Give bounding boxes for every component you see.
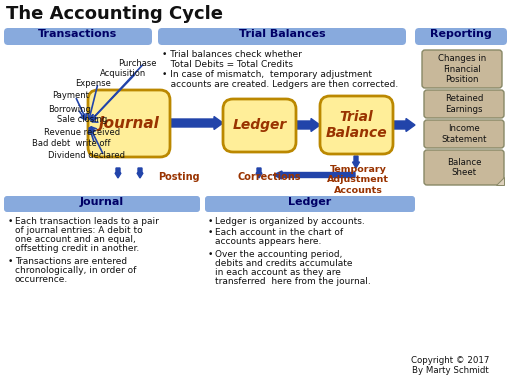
Text: Borrowing: Borrowing: [48, 105, 91, 113]
Text: Journal: Journal: [80, 197, 124, 207]
Text: debits and credits accumulate: debits and credits accumulate: [215, 259, 352, 268]
FancyBboxPatch shape: [4, 196, 200, 212]
Text: Purchase: Purchase: [118, 59, 156, 68]
Text: •: •: [8, 257, 13, 266]
Text: •: •: [208, 217, 213, 226]
Text: •: •: [208, 250, 213, 259]
Text: •: •: [8, 217, 13, 226]
Text: Temporary
Adjustment
Accounts: Temporary Adjustment Accounts: [326, 165, 388, 195]
FancyBboxPatch shape: [421, 50, 501, 88]
FancyArrow shape: [352, 156, 359, 168]
FancyArrow shape: [169, 117, 222, 129]
FancyBboxPatch shape: [88, 90, 169, 157]
Text: Balance
Sheet: Balance Sheet: [446, 158, 480, 177]
Text: Reporting: Reporting: [429, 29, 491, 39]
Text: Sale closing: Sale closing: [57, 115, 107, 125]
Text: Over the accounting period,: Over the accounting period,: [215, 250, 342, 259]
Text: Trial
Balance: Trial Balance: [325, 110, 386, 140]
Text: chronologically, in order of: chronologically, in order of: [15, 266, 136, 275]
Text: Each transaction leads to a pair: Each transaction leads to a pair: [15, 217, 159, 226]
Text: Bad debt  write off: Bad debt write off: [32, 139, 110, 149]
FancyArrow shape: [295, 119, 319, 132]
Text: transferred  here from the journal.: transferred here from the journal.: [215, 277, 370, 286]
FancyBboxPatch shape: [423, 150, 503, 185]
Text: Income
Statement: Income Statement: [440, 124, 486, 144]
FancyArrow shape: [272, 171, 354, 179]
FancyBboxPatch shape: [4, 28, 152, 45]
FancyBboxPatch shape: [414, 28, 506, 45]
Text: Changes in
Financial
Position: Changes in Financial Position: [437, 54, 485, 84]
Text: Retained
Earnings: Retained Earnings: [444, 94, 482, 114]
FancyBboxPatch shape: [205, 196, 414, 212]
Text: Ledger is organized by accounts.: Ledger is organized by accounts.: [215, 217, 364, 226]
Text: Dividend declared: Dividend declared: [48, 151, 125, 161]
FancyArrow shape: [115, 168, 121, 178]
Text: • In case of mismatch,  temporary adjustment: • In case of mismatch, temporary adjustm…: [162, 70, 371, 79]
FancyBboxPatch shape: [222, 99, 295, 152]
Text: Journal: Journal: [98, 116, 159, 131]
FancyArrow shape: [137, 168, 143, 178]
Text: Total Debits = Total Credits: Total Debits = Total Credits: [162, 60, 293, 69]
Text: in each account as they are: in each account as they are: [215, 268, 340, 277]
FancyBboxPatch shape: [319, 96, 392, 154]
Text: Ledger: Ledger: [288, 197, 331, 207]
FancyArrow shape: [256, 168, 262, 178]
Text: Trial Balances: Trial Balances: [238, 29, 325, 39]
Text: Acquisition: Acquisition: [100, 68, 146, 78]
Text: Expense: Expense: [75, 78, 110, 88]
Text: Transactions: Transactions: [38, 29, 118, 39]
FancyArrow shape: [392, 119, 414, 132]
Text: Revenue received: Revenue received: [44, 129, 120, 137]
FancyBboxPatch shape: [158, 28, 405, 45]
Text: one account and an equal,: one account and an equal,: [15, 235, 135, 244]
FancyBboxPatch shape: [423, 120, 503, 148]
Text: •: •: [208, 228, 213, 237]
Text: accounts appears here.: accounts appears here.: [215, 237, 321, 246]
Text: Ledger: Ledger: [232, 119, 286, 132]
FancyBboxPatch shape: [423, 90, 503, 118]
Text: Corrections: Corrections: [238, 172, 301, 182]
Text: occurrence.: occurrence.: [15, 275, 68, 284]
Text: The Accounting Cycle: The Accounting Cycle: [6, 5, 222, 23]
Text: Payment: Payment: [52, 91, 89, 100]
Text: accounts are created. Ledgers are then corrected.: accounts are created. Ledgers are then c…: [162, 80, 398, 89]
Text: • Trial balances check whether: • Trial balances check whether: [162, 50, 301, 59]
Text: of journal entries: A debit to: of journal entries: A debit to: [15, 226, 143, 235]
Text: Transactions are entered: Transactions are entered: [15, 257, 127, 266]
Text: Each account in the chart of: Each account in the chart of: [215, 228, 343, 237]
Text: Copyright © 2017
By Marty Schmidt: Copyright © 2017 By Marty Schmidt: [410, 356, 488, 376]
Text: offsetting credit in another.: offsetting credit in another.: [15, 244, 139, 253]
Polygon shape: [495, 177, 503, 185]
Text: Posting: Posting: [158, 172, 199, 182]
